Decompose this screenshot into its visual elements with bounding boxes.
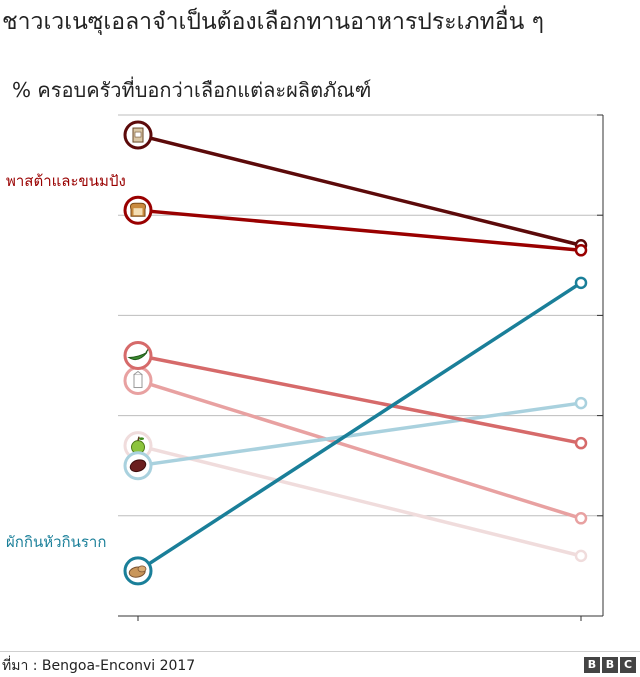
series-line-roots bbox=[136, 281, 583, 573]
series-pasta_bread bbox=[123, 195, 588, 257]
series-label-pasta_bread: พาสต้าและขนมปัง bbox=[6, 172, 126, 190]
end-point-roots bbox=[574, 276, 588, 290]
start-point-pasta_bread bbox=[123, 195, 153, 225]
bread-icon bbox=[130, 202, 146, 217]
series-line-fruit bbox=[136, 443, 583, 558]
start-point-flour bbox=[123, 120, 153, 150]
series-roots bbox=[123, 276, 588, 586]
logo-letter-b1: B bbox=[584, 657, 600, 673]
end-point-fruit bbox=[574, 549, 588, 563]
bbc-logo: B B C bbox=[584, 657, 636, 673]
flour-bag-icon bbox=[132, 127, 144, 143]
logo-letter-c: C bbox=[620, 657, 636, 673]
footer-divider bbox=[0, 651, 640, 652]
series-line-beans bbox=[136, 401, 583, 468]
end-point-beans bbox=[574, 396, 588, 410]
beans-icon bbox=[129, 459, 147, 473]
series-vegetables bbox=[123, 340, 588, 450]
series-line-milk bbox=[136, 378, 583, 521]
series-flour bbox=[123, 120, 588, 252]
logo-letter-b2: B bbox=[602, 657, 618, 673]
start-point-beans bbox=[123, 451, 153, 481]
series-label-roots: ผักกินหัวกินราก bbox=[6, 533, 106, 551]
source-note: ที่มา : Bengoa-Enconvi 2017 bbox=[2, 658, 196, 674]
series-milk bbox=[123, 366, 588, 525]
milk-icon bbox=[133, 370, 143, 389]
end-point-milk bbox=[574, 512, 588, 525]
series-line-pasta_bread bbox=[136, 208, 583, 253]
slope-chart: พาสต้าและขนมปังผักกินหัวกินราก bbox=[6, 114, 604, 621]
chart-title: ชาวเวเนซุเอลาจำเป็นต้องเลือกทานอาหารประเ… bbox=[2, 9, 544, 35]
start-point-roots bbox=[123, 556, 153, 586]
end-point-vegetables bbox=[574, 436, 588, 450]
chart-subtitle: % ครอบครัวที่บอกว่าเลือกแต่ละผลิตภัณฑ์ bbox=[12, 78, 372, 102]
series-line-vegetables bbox=[136, 353, 583, 445]
potato-icon bbox=[128, 565, 147, 578]
series-beans bbox=[123, 396, 588, 481]
vegetable-icon bbox=[127, 349, 149, 361]
start-point-vegetables bbox=[123, 340, 153, 370]
apple-icon bbox=[131, 436, 145, 455]
end-point-pasta_bread bbox=[574, 244, 588, 257]
start-point-milk bbox=[123, 366, 153, 396]
series-fruit bbox=[123, 431, 588, 563]
series-line-flour bbox=[136, 133, 583, 248]
